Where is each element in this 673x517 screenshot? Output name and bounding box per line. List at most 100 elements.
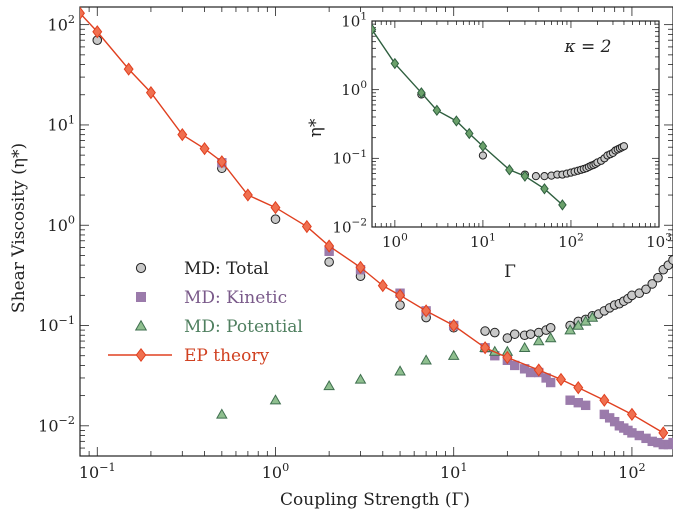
series-ep-theory-point <box>145 85 156 100</box>
y-tick-label: 100 <box>48 214 75 235</box>
x-tick-label: 100 <box>382 231 408 251</box>
series-inset-1-point <box>478 140 488 152</box>
y-tick-label: 10−2 <box>38 414 75 435</box>
series-ep-theory-point <box>626 407 637 422</box>
series-ep-theory-point <box>377 278 388 293</box>
series-md-total-point <box>545 322 556 333</box>
legend-item: MD: Potential <box>134 317 303 337</box>
series-md-potential-point <box>544 332 557 343</box>
y-tick-label: 10−2 <box>332 217 367 237</box>
y-tick-label: 101 <box>48 113 75 134</box>
y-tick-label: 10−1 <box>332 148 367 168</box>
series-ep-theory-point <box>216 155 227 169</box>
series-ep-theory-point <box>395 288 406 302</box>
series-ep-theory-point <box>421 304 432 318</box>
series-md-total-point <box>270 214 281 224</box>
series-md-total-point <box>395 300 405 310</box>
legend-item: EP theory <box>108 346 269 366</box>
legend-label: MD: Kinetic <box>184 288 287 308</box>
series-inset-1-point <box>558 199 567 211</box>
series-inset-1-point <box>372 23 377 36</box>
series-md-potential-point <box>586 311 599 322</box>
series-md-potential-point <box>269 394 282 405</box>
series-md-potential-point <box>354 373 367 384</box>
y-tick-label: 101 <box>341 11 367 31</box>
series-md-potential-point <box>323 379 335 391</box>
series-md-kinetic-point <box>580 400 591 411</box>
series-md-total-point <box>641 284 651 295</box>
series-ep-theory-point <box>92 25 103 39</box>
series-md-potential-point <box>518 341 531 352</box>
series-inset-1-point <box>505 164 514 176</box>
series-ep-theory-point <box>123 62 134 76</box>
inset-annotation: κ = 2 <box>563 37 611 57</box>
series-md-total-point <box>525 329 536 339</box>
series-inset-1-point <box>390 57 400 70</box>
series-ep-theory-point <box>324 239 335 253</box>
legend-marker <box>135 291 146 302</box>
x-tick-label: 102 <box>618 461 645 482</box>
series-inset-0-point <box>531 172 541 181</box>
y-tick-label: 100 <box>341 79 367 99</box>
legend-marker <box>135 262 147 274</box>
series-md-total-point <box>489 327 500 338</box>
legend-marker <box>134 319 148 331</box>
series-ep-theory-point <box>599 393 610 407</box>
legend-label: MD: Potential <box>184 317 303 337</box>
series-md-total-point <box>324 257 334 267</box>
series-inset-1-point <box>464 127 474 140</box>
x-tick-label: 103 <box>646 231 672 251</box>
series-ep-theory-point <box>448 318 459 333</box>
series-ep-theory-point <box>80 6 85 20</box>
series-ep-theory-point <box>355 260 366 275</box>
series-ep-theory-point <box>270 200 281 215</box>
series-md-potential-point <box>394 365 406 376</box>
inset-plot: 100 101 102 103 10−2 10−1 100 101 <box>332 11 671 252</box>
x-tick-label: 101 <box>470 231 496 251</box>
legend-label: MD: Total <box>184 259 269 279</box>
x-axis-label: Coupling Strength (Γ) <box>280 490 470 510</box>
legend-label: EP theory <box>184 346 269 366</box>
inset-plot-marks <box>372 23 629 211</box>
series-md-potential-point <box>447 349 460 360</box>
series-ep-theory-point <box>502 350 513 365</box>
legend-item: MD: Total <box>135 259 269 279</box>
inset-y-axis-label: η* <box>306 118 326 137</box>
series-md-kinetic-point <box>510 360 520 371</box>
series-inset-1-point <box>452 115 461 127</box>
series-inset-1-point <box>432 104 442 117</box>
series-inset-0-point <box>619 142 629 151</box>
plot-frame <box>79 6 673 457</box>
legend-marker <box>135 347 147 363</box>
series-md-kinetic-point <box>545 377 556 388</box>
series-ep-theory-point <box>658 426 669 440</box>
series-md-total-point <box>509 329 520 339</box>
x-tick-label: 102 <box>558 231 584 251</box>
series-md-total-point <box>668 255 673 265</box>
y-tick-label: 10−1 <box>38 314 75 335</box>
series-md-total-point <box>502 333 513 343</box>
series-ep-theory-point <box>573 381 584 395</box>
series-md-kinetic-point <box>525 367 536 378</box>
series-md-kinetic-point <box>668 437 673 448</box>
series-inset-1-point <box>540 183 549 195</box>
series-ep-theory-point <box>301 219 312 234</box>
series-ep-theory-point <box>177 128 188 142</box>
y-tick-label: 102 <box>48 13 75 34</box>
series-md-total-point <box>480 326 490 336</box>
series-inset-1-point <box>520 170 530 182</box>
series-md-total-point <box>647 279 658 289</box>
inset-x-axis-label: Γ <box>504 262 516 282</box>
series-md-total-point <box>653 272 663 283</box>
series-inset-0-point <box>540 172 549 181</box>
series-ep-theory-point <box>480 341 491 355</box>
x-tick-label: 101 <box>440 461 467 482</box>
legend: MD: Total MD: Kinetic MD: Potential EP theo… <box>108 259 303 366</box>
plot-frame <box>371 20 660 228</box>
series-ep-theory-point <box>533 363 544 377</box>
series-inset-0-point <box>478 151 488 160</box>
series-md-potential-point <box>532 335 545 346</box>
series-md-potential-point <box>216 408 228 419</box>
series-ep-theory-point <box>556 372 566 387</box>
